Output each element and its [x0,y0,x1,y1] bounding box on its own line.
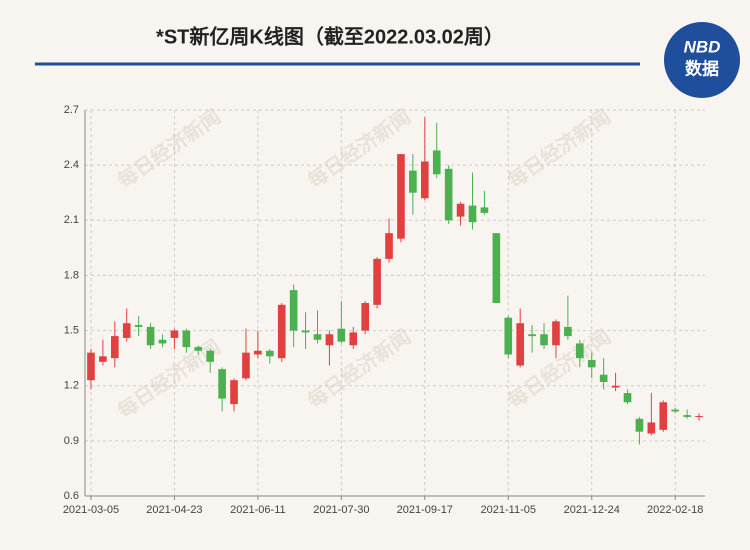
y-tick-label: 1.5 [64,324,79,336]
candle-body [587,359,596,368]
y-tick-label: 0.6 [64,490,79,502]
candle-body [87,352,95,381]
candle-body [158,339,167,344]
candle-body [528,334,536,337]
candle-body [194,347,203,351]
x-tick-label: 2021-03-05 [63,504,119,516]
candle-body [552,321,560,346]
candle-body [122,323,131,338]
x-tick-label: 2021-04-23 [146,504,202,516]
candle-body [218,369,226,399]
candle-body [134,325,143,327]
candle-body [337,328,346,342]
candle-body [647,422,656,434]
x-tick-label: 2021-11-05 [481,504,536,516]
y-tick-label: 2.7 [64,104,79,116]
candle-body [635,418,644,432]
y-tick-label: 2.1 [64,214,79,226]
x-tick-label: 2022-02-18 [647,504,703,516]
candle-body [301,330,310,333]
candle-body [289,290,298,331]
candle-body [683,415,691,417]
chart-title: *ST新亿周K线图（截至2022.03.02周） [156,24,504,48]
x-tick-label: 2021-06-11 [230,504,285,516]
x-tick-label: 2021-09-17 [397,504,453,516]
candle-body [277,304,286,359]
logo [664,22,740,98]
candle-body [385,233,393,259]
candle-body [516,323,525,366]
logo-bottom: 数据 [685,58,719,78]
candle-body [230,380,238,405]
candle-body [659,402,668,430]
candle-body [146,326,155,346]
candle-body [492,233,501,303]
candle-body [265,350,274,357]
candle-body [206,350,215,362]
y-tick-label: 1.2 [64,380,79,392]
candle-body [99,356,107,362]
candle-body [456,203,465,217]
candle-body [397,154,405,239]
candle-body [170,330,179,338]
logo-top: NBD [684,37,721,56]
candle-body [695,416,703,418]
candle-body [611,385,620,388]
candle-body [575,343,584,359]
candle-body [564,326,572,337]
candle-body [420,161,429,199]
candle-body [671,409,680,412]
y-tick-label: 0.9 [64,435,79,447]
candle-body [599,374,608,383]
candle-body [373,258,381,305]
candle-body [623,393,632,403]
candle-body [504,317,513,355]
candle-body [444,168,453,221]
candle-body [110,336,119,359]
candle-body [432,150,441,175]
candle-body [313,334,322,340]
candle-body [540,334,548,346]
y-tick-label: 1.8 [64,269,79,281]
candle-body [242,352,250,379]
candle-body [480,207,489,213]
candle-body [325,334,334,346]
candle-body [254,350,262,355]
candle-body [409,170,417,193]
y-tick-label: 2.4 [64,159,79,171]
x-tick-label: 2021-12-24 [564,504,620,516]
candle-body [349,332,358,346]
candle-body [468,205,477,223]
x-tick-label: 2021-07-30 [313,504,369,516]
candle-body [182,330,191,348]
candle-body [361,303,370,331]
